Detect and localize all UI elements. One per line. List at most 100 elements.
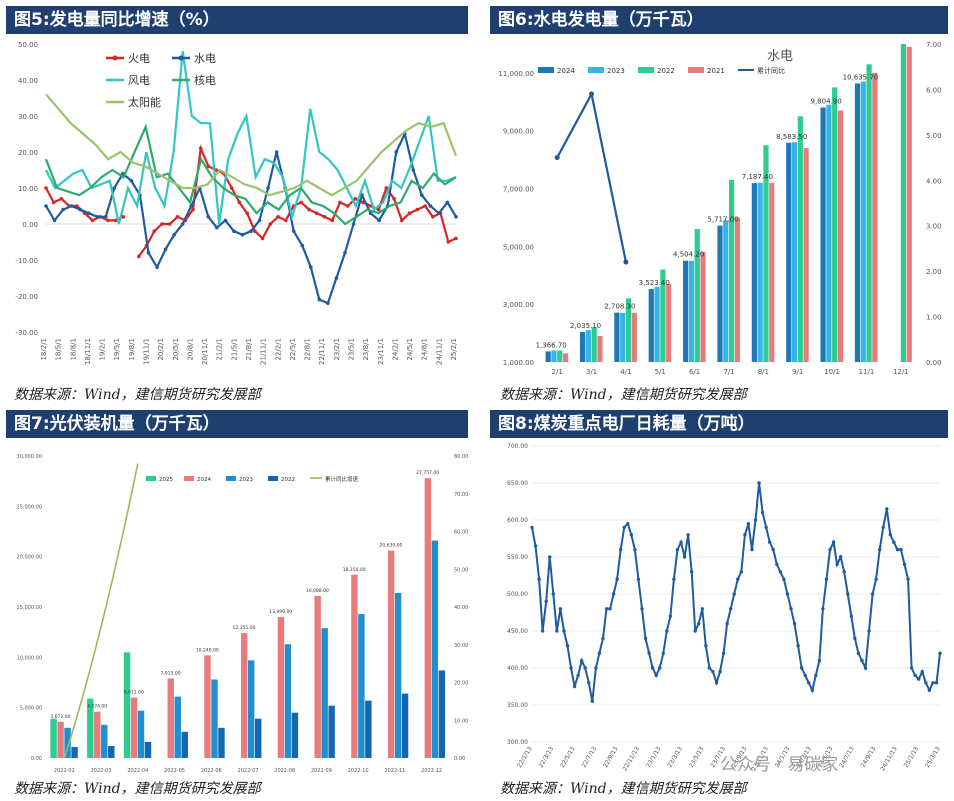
legend-label: 2024 [197,477,211,483]
y2-tick-label: 70.00 [454,492,468,498]
data-point [810,688,814,692]
data-point [640,607,644,611]
x-tick-label: 21/5/1 [230,338,238,361]
data-label: 2,708.30 [604,303,635,311]
data-point [895,547,900,552]
bar-2023 [358,614,365,758]
data-point [870,592,875,596]
data-point [587,681,591,685]
data-point [792,621,797,626]
legend-swatch [146,476,156,481]
bar-2023 [585,330,591,362]
legend-label: 累计同比增速 [325,475,359,483]
data-point [343,251,347,255]
bar-2021 [631,312,637,362]
data-point [888,533,893,537]
x-tick-label: 5/1 [655,368,666,376]
y2-tick-label: 0.00 [454,756,465,762]
legend-label: 2023 [239,477,253,483]
legend-label: 2022 [281,477,295,483]
data-point [430,215,435,219]
data-label: 18,150.00 [343,567,366,573]
y-tick-label: 350.00 [507,702,528,709]
bar-2022 [625,298,632,362]
y-tick-label: 3,000.00 [503,301,534,309]
data-label: 9,804.90 [811,97,842,105]
y-tick-label: 10,000.00 [17,655,42,661]
y-tick-label: 0.00 [31,756,42,762]
source-p5: 数据来源：Wind，建信期货研究发展部 [14,387,261,403]
bar-2021 [906,46,912,363]
chart-p7: 30,000.00 25,000.00 20,000.00 15,000.00 10,0… [17,454,468,774]
x-tick-label: 3/1 [586,368,597,376]
legend-swatch [184,476,194,481]
data-point [629,533,634,537]
data-point [229,186,234,190]
data-point [601,636,605,641]
data-label: 20,630.00 [379,543,402,549]
x-tick-label: 22/11/13 [622,745,642,772]
bar-2021 [769,182,775,362]
series-line-风电 [45,51,457,225]
y-tick-label: 50.00 [18,41,38,49]
x-tick-label: 9/1 [792,368,803,376]
bar-2023 [826,104,832,362]
x-tick-label: 22/2/1 [274,338,282,361]
x-tick-label: 2022-05 [164,768,185,774]
data-point [682,555,687,559]
bar-2024 [314,595,321,758]
data-point [920,670,924,674]
data-point [909,666,914,670]
x-tick-label: 7/1 [723,368,734,376]
x-tick-label: 24/7/13 [838,745,856,769]
panel-title-p6: 图6:水电发电量（万千瓦） [490,6,948,34]
data-label: 3,523.40 [639,279,670,287]
data-point [799,666,804,670]
data-point [558,607,563,611]
x-tick-label: 2022-02 [54,768,75,774]
data-point [232,229,236,233]
x-tick-label: 22/5/1 [289,338,297,361]
data-point [308,265,313,269]
x-tick-label: 23/5/1 [348,338,356,361]
y-tick-label: 30.00 [18,113,38,121]
data-point [711,670,715,674]
x-tick-label: 18/5/1 [55,338,63,361]
data-point [789,607,793,611]
data-point [407,211,412,215]
bar-2024 [717,225,723,362]
data-point [927,688,932,692]
legend-label: 2025 [159,477,173,483]
x-tick-label: 2022-07 [238,768,259,774]
x-tick-label: 21/2/1 [216,338,224,361]
bar-2022 [694,229,700,362]
bar-2022 [763,145,769,362]
data-point [594,666,598,670]
bar-2024 [204,655,211,758]
data-label: 7,915.00 [161,670,181,676]
data-point [863,666,868,670]
x-tick-label: 2022-11 [384,768,405,774]
y2-tick-label: 3.00 [926,223,942,231]
y-tick-label: 11,000.00 [498,70,534,78]
x-tick-label: 2/1 [552,368,563,376]
data-point [172,233,176,237]
data-point [300,243,305,248]
legend-label: 2022 [657,67,675,75]
bar-2021 [562,353,569,362]
data-point [189,204,194,208]
bar-2021 [700,252,706,362]
data-point [906,577,910,581]
bar-2022 [438,670,446,758]
legend-label: 风电 [128,74,150,87]
bar-2023 [620,312,626,362]
data-point [415,207,420,212]
data-point [565,644,570,648]
x-tick-label: 23/8/1 [362,338,370,361]
bar-2023 [64,727,71,758]
bar-2021 [837,110,844,362]
x-tick-label: 20/5/1 [172,338,180,361]
bar-2022 [71,746,78,758]
x-tick-label: 2022-03 [91,768,112,774]
data-point [266,186,270,190]
